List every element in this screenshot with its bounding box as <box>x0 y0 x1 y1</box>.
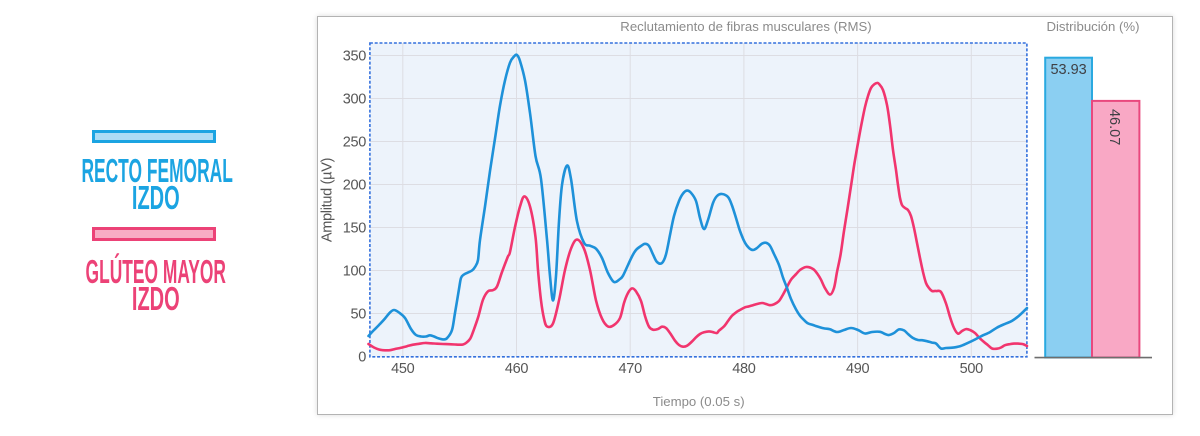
svg-text:200: 200 <box>343 178 367 194</box>
svg-text:470: 470 <box>619 361 643 377</box>
svg-text:46.07: 46.07 <box>1106 109 1122 145</box>
svg-text:490: 490 <box>846 361 870 377</box>
svg-text:250: 250 <box>343 135 367 151</box>
svg-text:Amplitud (µV): Amplitud (µV) <box>320 158 336 242</box>
svg-text:460: 460 <box>505 361 529 377</box>
svg-text:450: 450 <box>391 361 415 377</box>
svg-text:0: 0 <box>358 350 366 366</box>
svg-text:Reclutamiento de fibras muscul: Reclutamiento de fibras musculares (RMS) <box>620 19 871 34</box>
svg-text:53.93: 53.93 <box>1050 62 1086 78</box>
svg-text:150: 150 <box>343 221 367 237</box>
svg-text:350: 350 <box>343 49 367 65</box>
svg-text:100: 100 <box>343 264 367 280</box>
svg-text:Distribución (%): Distribución (%) <box>1046 19 1139 34</box>
svg-text:480: 480 <box>732 361 756 377</box>
svg-text:Tiempo (0.05 s): Tiempo (0.05 s) <box>653 394 745 409</box>
svg-text:50: 50 <box>350 307 366 323</box>
svg-text:300: 300 <box>343 92 367 108</box>
svg-text:500: 500 <box>960 361 984 377</box>
